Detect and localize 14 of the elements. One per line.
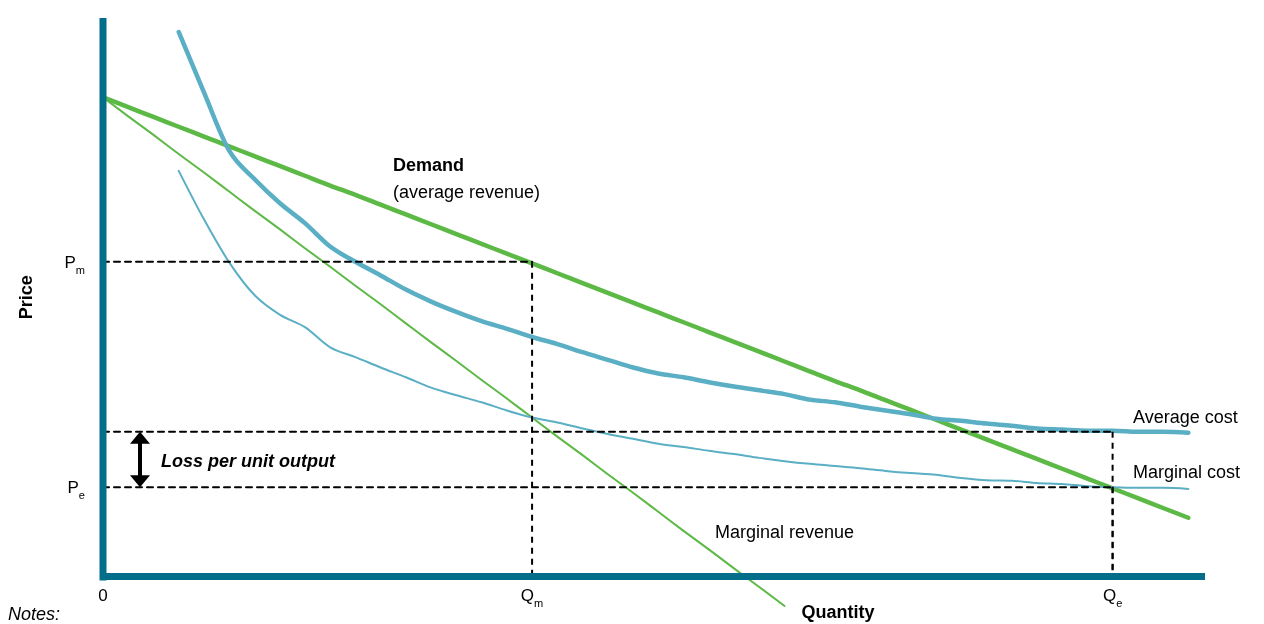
annotation: (average revenue) [393,182,541,203]
x-tick-label: Q$_{m}$ [520,585,544,609]
text: P$_{e}$ [67,478,85,502]
text: Notes: [8,604,61,624]
annotation: Demand [393,155,465,176]
y-axis-title: Price [16,275,36,320]
x-tick-label: 0 [98,585,108,605]
annotation: Loss per unit output [161,451,336,472]
x-axis-title: Quantity [801,602,875,622]
annotation: Marginal revenue [715,522,855,543]
annotation: Average cost [1133,407,1238,428]
text: P$_{m}$ [64,252,85,276]
annotation: Marginal cost [1133,462,1241,483]
x-tick-label: Q$_{e}$ [1102,585,1123,609]
